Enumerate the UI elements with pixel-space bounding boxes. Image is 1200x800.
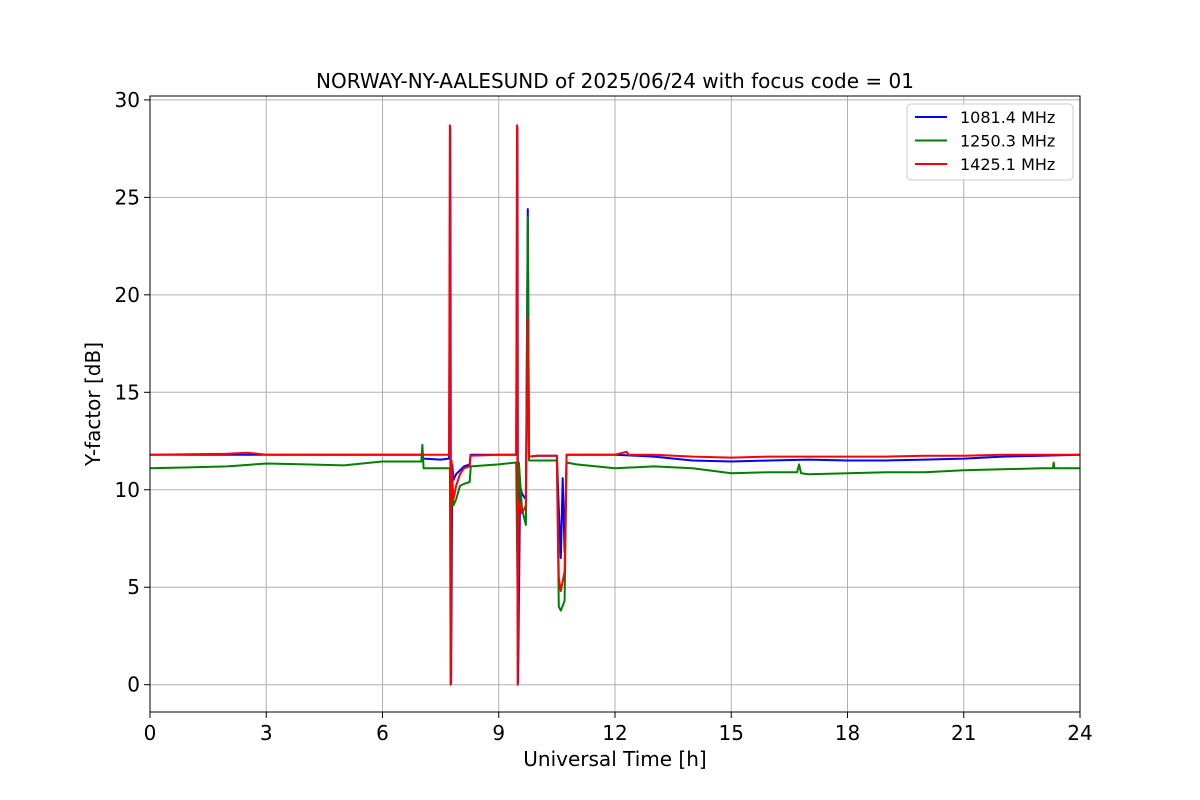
x-tick-label: 24 (1067, 721, 1092, 745)
axis-ticks: 0 3 6 9 12 15 18 21 24 0 5 10 15 20 25 30 (115, 88, 1093, 745)
legend: 1081.4 MHz 1250.3 MHz 1425.1 MHz (906, 103, 1074, 181)
x-tick-label: 18 (835, 721, 860, 745)
x-tick-label: 12 (602, 721, 627, 745)
legend-box (906, 103, 1074, 181)
x-tick-label: 3 (260, 721, 273, 745)
y-tick-label: 10 (115, 478, 140, 502)
y-tick-label: 30 (115, 88, 140, 112)
y-axis-label: Y-factor [dB] (81, 342, 105, 467)
series-line-2 (149, 215, 1080, 686)
x-tick-label: 6 (376, 721, 389, 745)
series-lines (149, 124, 1081, 686)
y-tick-label: 25 (115, 185, 140, 209)
legend-label-2: 1250.3 MHz (960, 132, 1055, 151)
y-tick-label: 5 (127, 575, 140, 599)
legend-label-3: 1425.1 MHz (960, 155, 1055, 174)
x-tick-label: 0 (144, 721, 157, 745)
x-axis-label: Universal Time [h] (523, 747, 706, 771)
chart-title: NORWAY-NY-AALESUND of 2025/06/24 with fo… (316, 69, 914, 93)
x-tick-label: 9 (492, 721, 505, 745)
y-tick-label: 20 (115, 283, 140, 307)
y-tick-label: 15 (115, 380, 140, 404)
y-tick-label: 0 (127, 673, 140, 697)
x-tick-label: 15 (719, 721, 744, 745)
series-line-3 (149, 124, 1080, 686)
legend-label-1: 1081.4 MHz (960, 108, 1055, 127)
x-tick-label: 21 (951, 721, 976, 745)
